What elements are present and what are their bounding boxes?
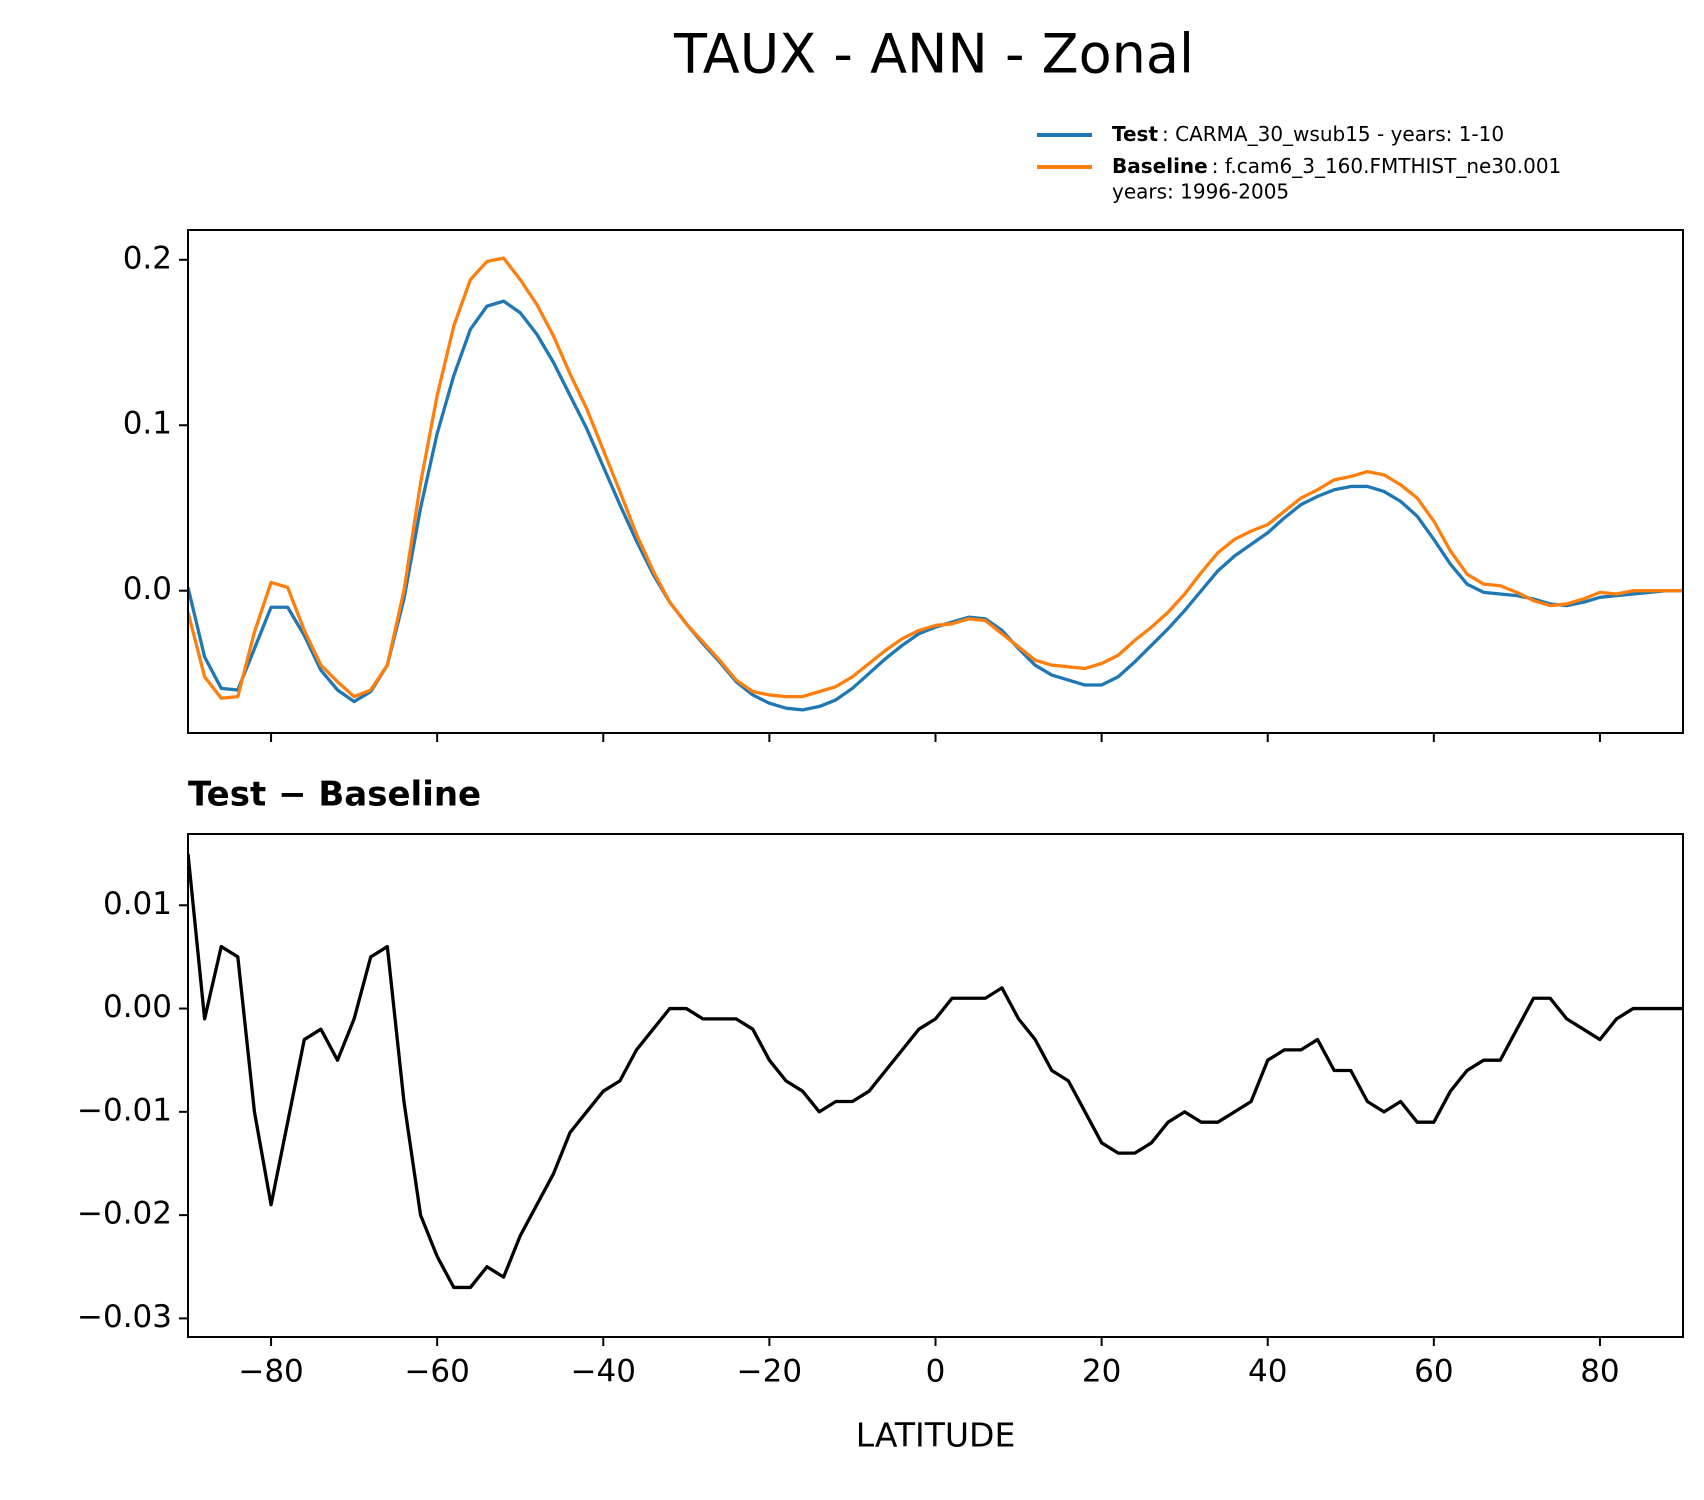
x-tick-label: −40 (571, 1354, 636, 1390)
data-line (188, 256, 1683, 700)
legend-name: Test (1112, 122, 1158, 146)
x-tick-label: 60 (1414, 1354, 1453, 1390)
legend-label: Test: CARMA_30_wsub15 - years: 1-10 (1112, 122, 1504, 146)
legend-desc: : CARMA_30_wsub15 - years: 1-10 (1162, 122, 1504, 146)
y-tick-label: 0.01 (103, 886, 172, 922)
x-axis-label: LATITUDE (856, 1416, 1016, 1455)
legend-desc: : f.cam6_3_160.FMTHIST_ne30.001 (1212, 154, 1562, 178)
y-tick-label: 0.2 (123, 240, 172, 276)
legend-label: Baseline: f.cam6_3_160.FMTHIST_ne30.001 (1112, 154, 1561, 178)
axes-frame (187, 833, 1684, 1338)
x-tick-label: 80 (1580, 1354, 1619, 1390)
data-line (188, 853, 1683, 1290)
x-tick-label: −80 (238, 1354, 303, 1390)
x-tick-label: 40 (1248, 1354, 1287, 1390)
axes-frame (187, 229, 1684, 734)
x-tick-label: −60 (404, 1354, 469, 1390)
legend-label-line: years: 1996-2005 (1112, 180, 1289, 204)
x-tick-label: −20 (737, 1354, 802, 1390)
figure-title: TAUX - ANN - Zonal (673, 23, 1194, 86)
y-tick-label: −0.01 (77, 1092, 172, 1128)
data-line (188, 299, 1683, 712)
subplot-title: Test − Baseline (188, 775, 481, 815)
y-tick-label: 0.00 (103, 989, 172, 1025)
y-tick-label: −0.03 (77, 1299, 172, 1335)
x-tick-label: 0 (926, 1354, 946, 1390)
y-tick-label: 0.1 (123, 406, 172, 442)
legend-name: Baseline (1112, 154, 1208, 178)
y-tick-label: −0.02 (77, 1196, 172, 1232)
y-tick-label: 0.0 (123, 571, 172, 607)
x-tick-label: 20 (1082, 1354, 1121, 1390)
